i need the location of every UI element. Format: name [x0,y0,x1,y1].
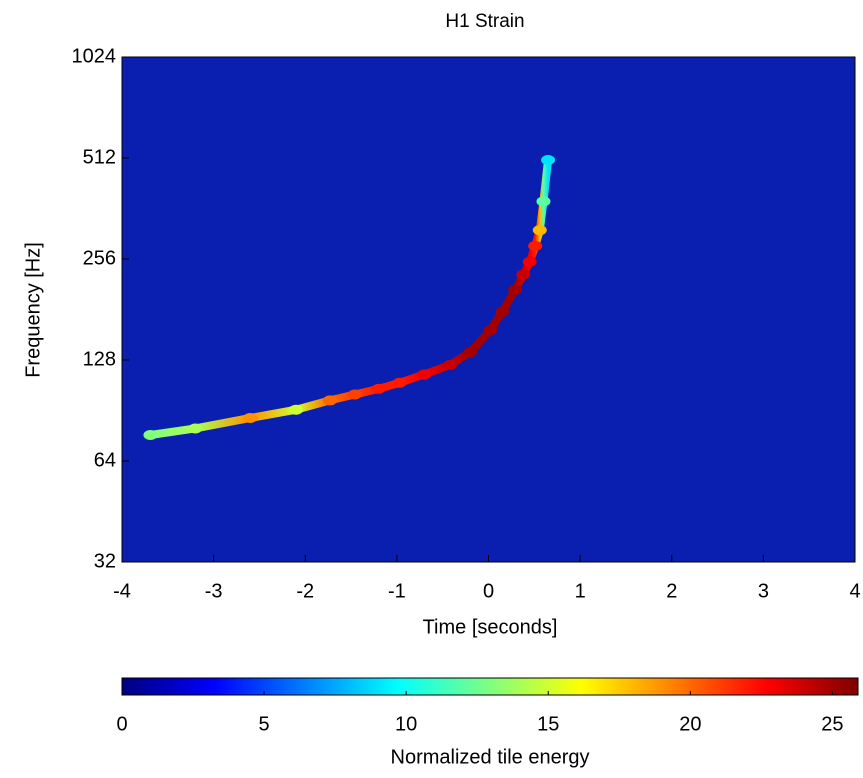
tile [483,325,498,336]
tile [392,377,407,388]
colorbar-tick-label: 25 [821,713,843,735]
tile [443,359,458,370]
tile [536,196,551,207]
tile [417,369,432,380]
tile [143,430,158,441]
tile [541,155,556,166]
y-tick-label: 1024 [72,45,117,67]
colorbar-tick-label: 0 [116,713,127,735]
y-tick-label: 64 [94,449,116,471]
x-tick-label: 4 [849,580,860,602]
x-axis-label: Time [seconds] [423,616,558,638]
x-tick-label: 2 [666,580,677,602]
y-tick-label: 512 [83,146,116,168]
chart-title: H1 Strain [445,11,524,32]
tile [495,306,510,317]
y-axis-label: Frequency [Hz] [22,242,44,378]
tile [289,404,304,415]
tile [243,412,258,423]
colorbar-tick-label: 20 [679,713,701,735]
colorbar-label: Normalized tile energy [391,746,590,768]
tile [528,240,543,251]
y-tick-label: 128 [83,348,116,370]
tile [322,395,337,406]
x-tick-label: 0 [483,580,494,602]
colorbar-tick-label: 10 [395,713,417,735]
plot-background [122,57,855,562]
tile [516,269,531,280]
tile [188,423,203,434]
colorbar [121,677,859,696]
tile [522,256,537,267]
colorbar-tick-label: 15 [537,713,559,735]
x-tick-label: 1 [575,580,586,602]
colorbar-tick-label: 5 [259,713,270,735]
tile [508,284,523,295]
x-tick-label: -1 [388,580,406,602]
y-tick-label: 256 [83,247,116,269]
x-tick-label: -3 [205,580,223,602]
x-tick-label: -2 [296,580,314,602]
tile [347,389,362,400]
tile [532,225,547,236]
x-tick-label: -4 [113,580,131,602]
y-tick-label: 32 [94,550,116,572]
tile [463,347,478,358]
x-tick-label: 3 [758,580,769,602]
tile [371,383,386,394]
